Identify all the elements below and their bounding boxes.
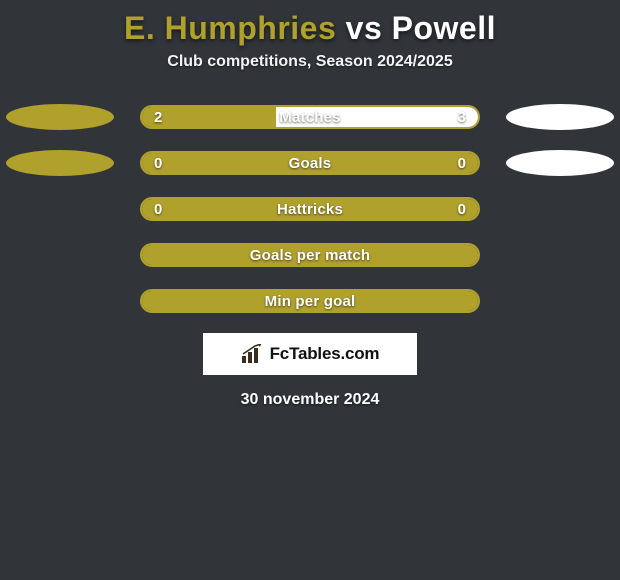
bars-icon xyxy=(241,344,265,364)
stat-row: 00Hattricks xyxy=(0,197,620,221)
team-ellipse-right xyxy=(506,150,614,176)
player2-name: Powell xyxy=(392,10,496,46)
player1-name: E. Humphries xyxy=(124,10,336,46)
vs-label: vs xyxy=(346,10,383,46)
team-ellipse-right xyxy=(506,104,614,130)
stat-rows: 23Matches 00Goals 00Hattricks Goals per mat… xyxy=(0,105,620,313)
stat-bar: Min per goal xyxy=(140,289,480,313)
stat-label: Min per goal xyxy=(142,291,478,311)
stat-bar: 00Hattricks xyxy=(140,197,480,221)
stat-bar: 00Goals xyxy=(140,151,480,175)
subtitle: Club competitions, Season 2024/2025 xyxy=(0,53,620,71)
stat-row: 00Goals xyxy=(0,151,620,175)
brand-logo-box: FcTables.com xyxy=(203,333,417,375)
brand-text: FcTables.com xyxy=(270,344,380,364)
stat-label: Matches xyxy=(142,107,478,127)
team-ellipse-left xyxy=(6,104,114,130)
stat-label: Hattricks xyxy=(142,199,478,219)
stat-bar: Goals per match xyxy=(140,243,480,267)
date-label: 30 november 2024 xyxy=(0,391,620,409)
team-ellipse-left xyxy=(6,150,114,176)
stat-label: Goals per match xyxy=(142,245,478,265)
brand-name: FcTables xyxy=(270,344,341,363)
brand-suffix: .com xyxy=(340,344,379,363)
stat-row: 23Matches xyxy=(0,105,620,129)
brand-logo: FcTables.com xyxy=(241,344,380,364)
comparison-card: E. Humphries vs Powell Club competitions… xyxy=(0,0,620,580)
page-title: E. Humphries vs Powell xyxy=(0,10,620,47)
stat-row: Min per goal xyxy=(0,289,620,313)
stat-row: Goals per match xyxy=(0,243,620,267)
stat-bar: 23Matches xyxy=(140,105,480,129)
stat-label: Goals xyxy=(142,153,478,173)
